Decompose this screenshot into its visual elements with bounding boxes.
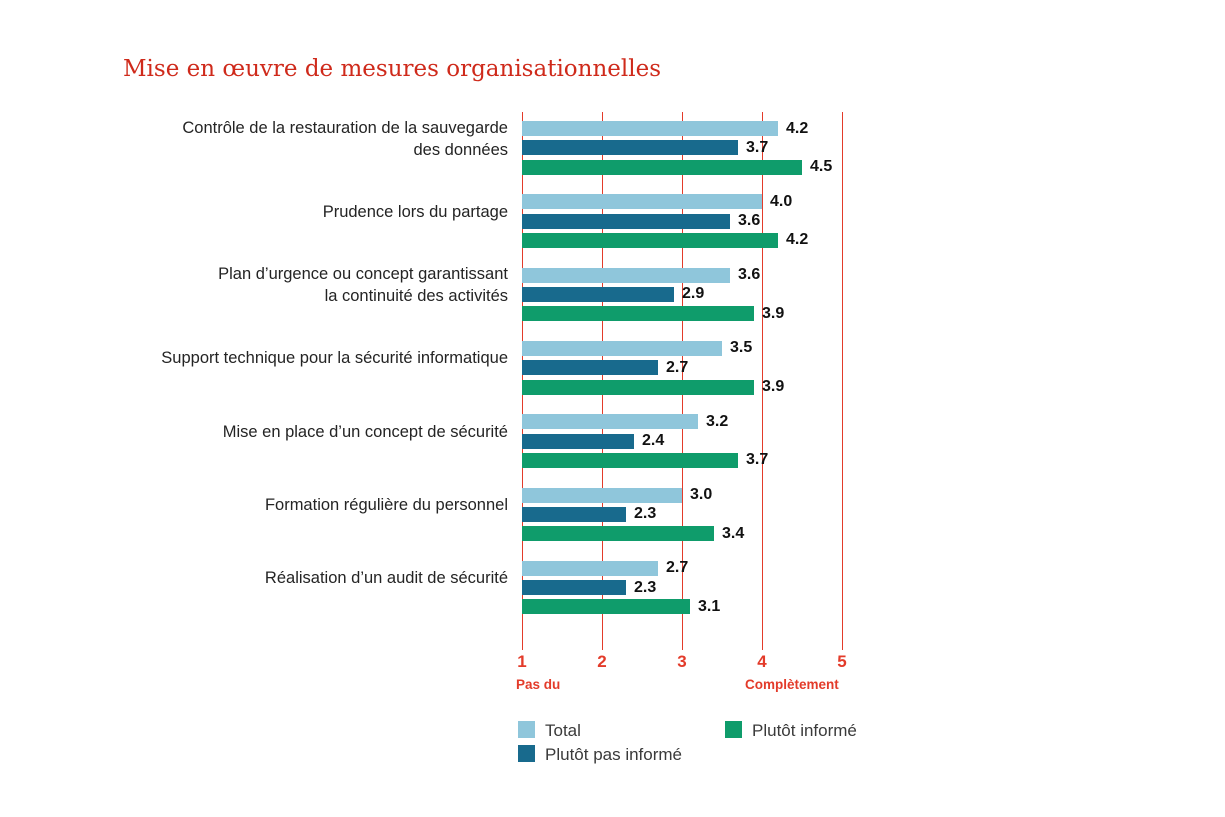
x-tick-label-4: 4 [757,652,767,671]
category-label: Mise en place d’un concept de sécurité [222,422,508,441]
bar-value-label: 3.1 [698,597,721,615]
legend-swatch-plutot-informe [725,721,742,738]
bar-plut-t-pas-inform- [522,286,674,302]
legend-label-plutot-pas-informe: Plutôt pas informé [545,745,683,764]
bar-value-label: 3.2 [706,412,729,430]
bar-total [522,414,698,430]
bar-value-label: 3.4 [722,524,745,542]
bar-value-label: 3.9 [762,304,785,322]
category-label: Plan d’urgence ou concept garantissant l… [218,265,508,306]
bar-plut-t-inform- [522,379,754,395]
bar-value-label: 3.6 [738,266,761,284]
bar-plut-t-inform- [522,159,802,175]
bar-plut-t-inform- [522,452,738,468]
bar-plut-t-pas-inform- [522,506,626,522]
category-label: Formation régulière du personnel [264,496,508,514]
bar-total [522,194,762,210]
chart-title: Mise en œuvre de mesures organisationnel… [123,56,662,82]
bar-value-label: 4.5 [810,158,833,176]
bar-plut-t-inform- [522,599,690,615]
bar-value-label: 2.3 [634,578,657,596]
bar-plut-t-pas-inform- [522,580,626,596]
bar-value-label: 2.7 [666,559,689,577]
bar-value-label: 3.7 [746,138,769,156]
category-label: Contrôle de la restauration de la sauveg… [182,118,508,159]
bar-value-label: 3.6 [738,212,761,230]
bar-value-label: 4.2 [786,231,809,249]
bar-value-label: 2.3 [634,505,657,523]
category-label: Prudence lors du partage [322,202,508,221]
bar-plut-t-pas-inform- [522,213,730,229]
x-tick-label-5: 5 [837,652,847,671]
bar-plut-t-pas-inform- [522,360,658,376]
legend-label-plutot-informe: Plutôt informé [752,721,857,740]
bar-plut-t-inform- [522,232,778,248]
bar-plut-t-inform- [522,306,754,322]
legend-swatch-total [518,721,535,738]
x-tick-label-1: 1 [517,652,527,671]
bar-plut-t-inform- [522,526,714,542]
bar-value-label: 3.5 [730,339,753,357]
gridline-5 [842,112,843,650]
bar-total [522,267,730,283]
bar-total [522,487,682,503]
x-tick-label-3: 3 [677,652,687,671]
bar-plut-t-pas-inform- [522,433,634,449]
x-tick-label-2: 2 [597,652,607,671]
bar-total [522,340,722,356]
category-label: Réalisation d’un audit de sécurité [264,569,508,588]
bar-value-label: 2.4 [642,432,665,449]
x-axis-min-label: Pas du [516,677,561,692]
bar-value-label: 4.2 [786,119,809,137]
bar-value-label: 2.7 [666,358,689,376]
bar-total [522,560,658,576]
legend-label-total: Total [545,721,581,740]
gridline-4 [762,112,763,650]
x-axis-max-label: Complètement [745,677,839,692]
bar-plut-t-pas-inform- [522,140,738,156]
bar-total [522,121,778,136]
category-label: Support technique pour la sécurité infor… [161,349,508,368]
bar-value-label: 4.0 [770,192,793,210]
bar-value-label: 3.7 [746,451,769,469]
legend-swatch-plutot-pas-informe [518,745,535,762]
bar-value-label: 3.9 [762,378,785,395]
bar-value-label: 2.9 [682,285,705,303]
bar-value-label: 3.0 [690,486,713,503]
